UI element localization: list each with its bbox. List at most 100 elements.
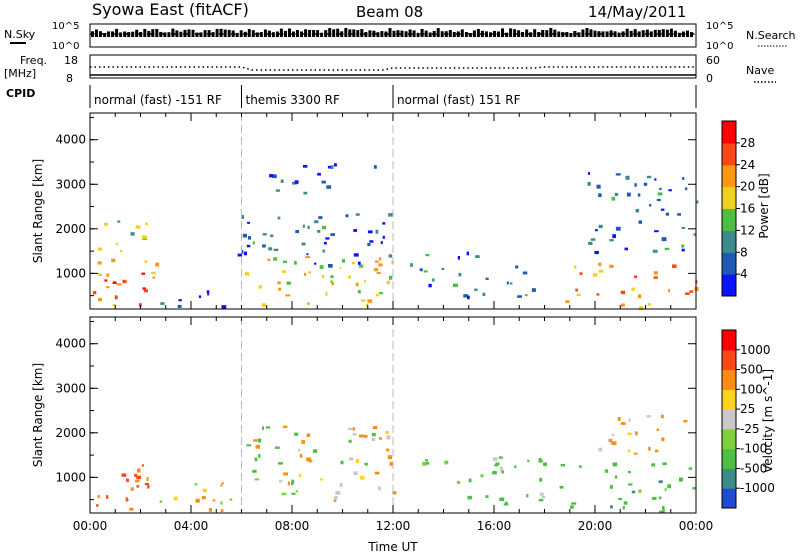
echo-cell bbox=[275, 189, 281, 192]
station-title: Syowa East (fitACF) bbox=[92, 0, 249, 19]
echo-cell bbox=[277, 281, 281, 285]
echo-cell bbox=[635, 431, 638, 436]
freq-panel: Freq. [MHz] 18 8 60 0 Nave bbox=[4, 54, 776, 85]
nsky-bar bbox=[139, 32, 143, 37]
echo-cell bbox=[463, 294, 469, 298]
echo-cell bbox=[560, 463, 565, 467]
echo-cell bbox=[625, 175, 630, 180]
echo-cell bbox=[372, 426, 378, 430]
echo-cell bbox=[112, 304, 116, 307]
nsky-bar bbox=[340, 31, 344, 37]
nsky-bar bbox=[573, 31, 577, 37]
echo-cell bbox=[241, 215, 245, 219]
echo-cell bbox=[330, 275, 334, 279]
colorbar-swatch bbox=[722, 142, 736, 166]
colorbar-tick-label: 4 bbox=[740, 267, 748, 281]
echo-cell bbox=[363, 434, 368, 438]
echo-cell bbox=[631, 490, 636, 494]
echo-cell bbox=[327, 165, 333, 169]
echo-cell bbox=[237, 253, 243, 257]
colorbar-tick-label: 28 bbox=[740, 136, 755, 150]
echo-cell bbox=[130, 487, 134, 491]
echo-cell bbox=[317, 172, 321, 176]
echo-cell bbox=[241, 249, 244, 254]
cpid-segment-label: normal (fast) -151 RF bbox=[94, 93, 222, 107]
echo-cell bbox=[633, 452, 638, 455]
echo-cell bbox=[314, 220, 319, 224]
echo-cell bbox=[499, 466, 503, 471]
x-tick-label: 04:00 bbox=[174, 519, 209, 533]
echo-cell bbox=[291, 479, 295, 484]
echo-cell bbox=[386, 435, 391, 440]
echo-cell bbox=[246, 444, 252, 447]
nsky-bar bbox=[147, 30, 151, 37]
echo-cell bbox=[382, 235, 385, 239]
colorbar-tick-label: 24 bbox=[740, 158, 755, 172]
echo-cell bbox=[281, 492, 287, 496]
echo-cell bbox=[122, 279, 127, 284]
echo-cell bbox=[543, 462, 547, 467]
freq-tick-bottom: 8 bbox=[66, 72, 73, 85]
echo-cell bbox=[136, 475, 141, 479]
echo-cell bbox=[538, 498, 544, 502]
nsky-bar bbox=[123, 31, 127, 37]
velocity-echo-data bbox=[96, 317, 696, 514]
echo-cell bbox=[308, 271, 311, 274]
echo-cell bbox=[351, 261, 356, 265]
echo-cell bbox=[282, 260, 287, 264]
echo-cell bbox=[339, 483, 343, 487]
y-tick-label: 2000 bbox=[55, 426, 86, 440]
nsearch-tick-top: 10^5 bbox=[706, 21, 733, 32]
echo-cell bbox=[623, 501, 628, 505]
echo-cell bbox=[598, 224, 603, 229]
echo-cell bbox=[303, 191, 308, 195]
echo-cell bbox=[352, 427, 356, 431]
nsky-bar bbox=[456, 31, 460, 37]
echo-cell bbox=[348, 457, 354, 461]
echo-cell bbox=[681, 244, 685, 248]
colorbar-swatch bbox=[722, 409, 736, 430]
echo-cell bbox=[654, 230, 659, 233]
echo-cell bbox=[299, 453, 303, 458]
freq-label-line2: [MHz] bbox=[4, 67, 36, 80]
nsky-bar bbox=[509, 28, 513, 37]
echo-cell bbox=[386, 280, 390, 285]
echo-cell bbox=[357, 261, 361, 265]
colorbar-swatch bbox=[722, 164, 736, 188]
nave-tick-top: 60 bbox=[706, 54, 720, 67]
nsky-bar bbox=[396, 30, 400, 37]
echo-cell bbox=[144, 260, 148, 263]
nsky-bar bbox=[388, 28, 392, 37]
nsky-bar bbox=[195, 32, 199, 37]
freq-label-line1: Freq. bbox=[20, 54, 47, 67]
echo-cell bbox=[355, 213, 360, 216]
colorbar-swatch bbox=[722, 468, 736, 489]
nsky-bar bbox=[360, 29, 364, 37]
echo-cell bbox=[610, 442, 615, 445]
velocity-y-axis: 1000 2000 3000 4000 bbox=[55, 320, 696, 501]
echo-cell bbox=[679, 477, 683, 482]
echo-cell bbox=[258, 454, 261, 458]
echo-cell bbox=[265, 426, 271, 429]
echo-cell bbox=[333, 499, 337, 502]
echo-cell bbox=[307, 225, 310, 229]
echo-cell bbox=[631, 287, 635, 291]
echo-cell bbox=[301, 440, 305, 444]
echo-cell bbox=[314, 262, 317, 265]
nsky-bar bbox=[344, 28, 348, 37]
echo-cell bbox=[151, 271, 156, 275]
echo-cell bbox=[155, 262, 160, 267]
echo-cell bbox=[262, 244, 266, 248]
echo-cell bbox=[685, 292, 690, 295]
echo-cell bbox=[656, 198, 661, 202]
echo-cell bbox=[331, 281, 334, 286]
nsky-bar bbox=[207, 30, 211, 37]
echo-cell bbox=[202, 488, 207, 493]
echo-cell bbox=[307, 302, 310, 305]
nsky-bar bbox=[127, 32, 131, 37]
echo-cell bbox=[565, 300, 570, 304]
echo-cell bbox=[695, 200, 699, 204]
nsky-bar bbox=[364, 32, 368, 37]
echo-cell bbox=[594, 251, 599, 255]
echo-cell bbox=[517, 295, 522, 298]
